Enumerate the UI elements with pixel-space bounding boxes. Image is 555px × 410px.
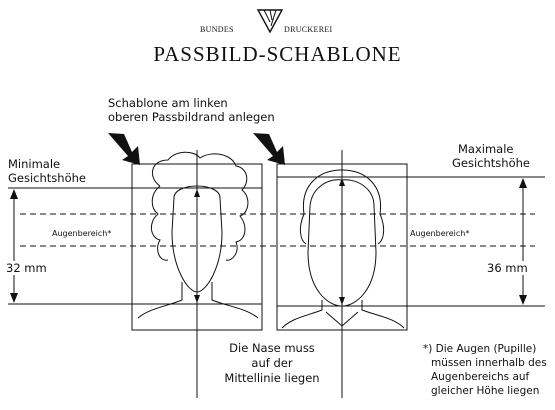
min-face-height-value: 32 mm	[6, 261, 47, 275]
max-face-label-line2: Gesichtshöhe	[452, 156, 530, 170]
page-title: PASSBILD-SCHABLONE	[153, 42, 402, 66]
dimension-arrow-down-icon	[10, 293, 18, 303]
dimension-arrow-up-icon	[10, 189, 18, 199]
dimension-arrow-up-icon	[519, 178, 527, 188]
right-eye-area-label: Augenbereich*	[410, 229, 470, 238]
eagle-logo-icon	[256, 9, 284, 34]
pointer-arrow-icon	[253, 133, 285, 165]
footnote-line2: müssen innerhalb des	[431, 357, 547, 369]
brand-left-text: BUNDES	[200, 25, 234, 34]
footnote-line3: Augenbereichs auf	[431, 371, 530, 383]
nose-instruction-line1: Die Nase muss	[229, 341, 315, 355]
max-face-label-line1: Maximale	[458, 142, 514, 156]
pointer-arrow-icon	[108, 133, 140, 165]
dimension-arrow-down-icon	[519, 295, 527, 305]
left-portrait	[137, 151, 259, 319]
right-portrait	[281, 169, 405, 329]
footnote-line1: *) Die Augen (Pupille)	[423, 343, 537, 355]
instruction-line-2: oberen Passbildrand anlegen	[108, 110, 275, 124]
min-face-label-line1: Minimale	[8, 157, 61, 171]
max-face-height-value: 36 mm	[487, 261, 528, 275]
nose-instruction-line3: Mittellinie liegen	[224, 371, 320, 385]
min-face-label-line2: Gesichtshöhe	[8, 171, 86, 185]
left-eye-area-label: Augenbereich*	[52, 229, 112, 238]
instruction-line-1: Schablone am linken	[108, 96, 228, 110]
brand-right-text: DRUCKEREI	[284, 25, 333, 34]
footnote-line4: gleicher Höhe liegen	[431, 385, 540, 397]
nose-instruction-line2: auf der	[251, 356, 293, 370]
